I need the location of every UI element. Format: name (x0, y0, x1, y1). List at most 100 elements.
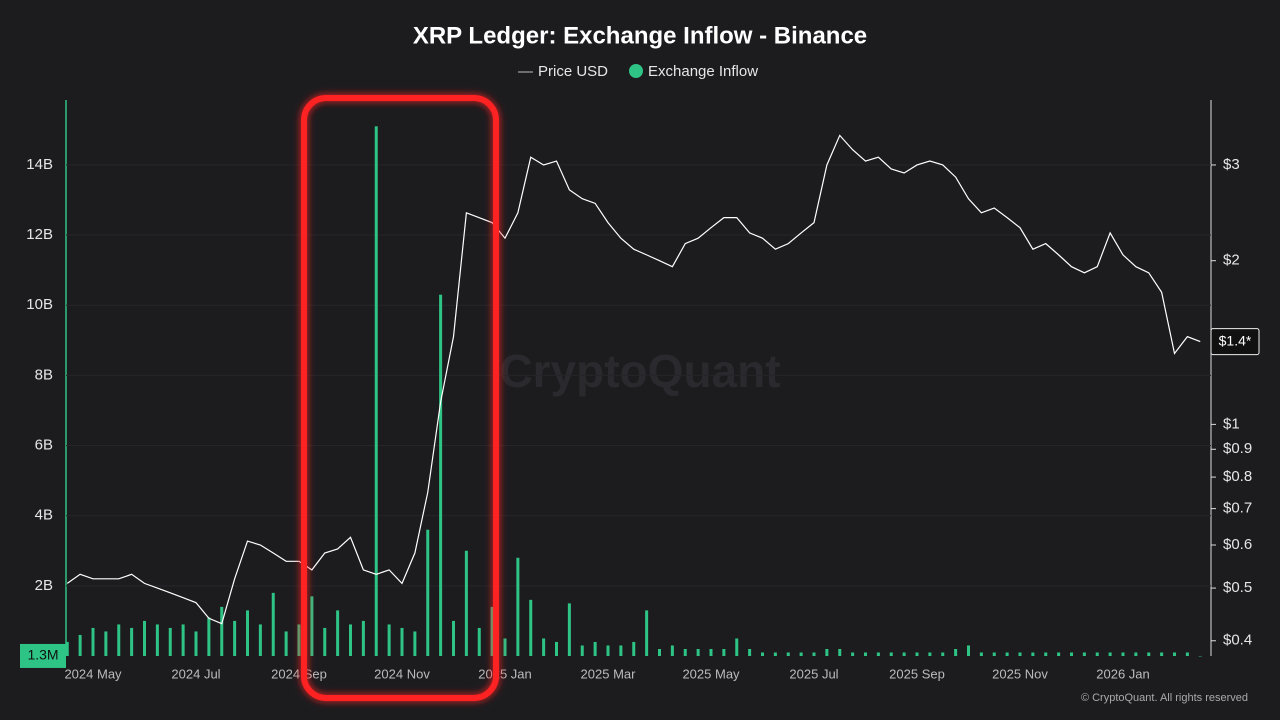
y2-tick-label: $3 (1223, 156, 1240, 173)
bar (967, 645, 970, 656)
bar (310, 596, 314, 656)
bar (851, 652, 855, 656)
x-tick-label: 2025 Jul (789, 666, 838, 681)
y-tick-label: 6B (35, 436, 53, 453)
x-tick-label: 2024 Jul (171, 666, 220, 681)
bar (233, 620, 237, 656)
bar (65, 641, 69, 656)
bar (361, 620, 365, 656)
bar (954, 648, 958, 656)
bar (168, 627, 172, 656)
bar (464, 550, 468, 656)
y2-tick-label: $0.4 (1223, 632, 1252, 649)
bar (709, 648, 713, 656)
bar (838, 648, 842, 656)
bar (1108, 652, 1112, 656)
x-tick-label: 2025 May (682, 666, 740, 681)
bar (297, 624, 301, 656)
x-tick-label: 2025 Jan (478, 666, 532, 681)
copyright: © CryptoQuant. All rights reserved (1081, 692, 1248, 704)
bar (1185, 652, 1189, 656)
bar (477, 627, 481, 656)
bar (1198, 655, 1202, 657)
y-tick-label: 4B (35, 507, 53, 524)
x-tick-label: 2024 Nov (374, 666, 430, 681)
bar (1044, 652, 1048, 656)
y-tick-label: 14B (26, 156, 53, 173)
bar (722, 648, 726, 656)
legend-label: Exchange Inflow (648, 63, 758, 80)
bar (735, 638, 739, 656)
bar (503, 638, 507, 656)
bar (825, 648, 829, 656)
bar (580, 645, 584, 656)
bar (1018, 652, 1022, 656)
bar (258, 624, 262, 656)
bar (413, 631, 417, 656)
bar (979, 652, 983, 656)
x-tick-label: 2025 Sep (889, 666, 945, 681)
legend-swatch (629, 64, 643, 78)
y2-marker-box (1210, 328, 1260, 356)
bar (181, 624, 185, 656)
bar (632, 641, 636, 656)
bar (130, 627, 134, 656)
bar (876, 652, 880, 656)
y2-tick-label: $1 (1223, 415, 1240, 432)
bar (1160, 652, 1164, 656)
bar (1134, 652, 1138, 656)
bar (761, 652, 764, 656)
y2-tick-label: $0.7 (1223, 500, 1252, 517)
bar (91, 627, 95, 656)
bar (773, 652, 777, 656)
price-line (66, 134, 1201, 625)
y2-tick-label: $0.9 (1223, 440, 1252, 457)
bar (426, 529, 430, 656)
x-tick-label: 2025 Mar (581, 666, 637, 681)
bar (799, 652, 803, 656)
y-tick-label: 2B (35, 577, 53, 594)
bar (941, 652, 945, 656)
bar (915, 652, 919, 656)
bar (567, 603, 571, 656)
bar (555, 641, 558, 656)
x-tick-label: 2024 Sep (271, 666, 327, 681)
bar (786, 652, 790, 656)
bar (452, 620, 455, 656)
bar (207, 617, 211, 656)
y-tick-label: 10B (26, 296, 53, 313)
bar (1173, 652, 1176, 656)
bar (1005, 652, 1009, 656)
bar (683, 648, 687, 656)
bar (748, 648, 752, 656)
bar (619, 645, 623, 656)
y-marker-label: 1.3M (27, 647, 58, 663)
bar (992, 652, 996, 656)
y-tick-label: 12B (26, 226, 53, 243)
bar (1082, 652, 1086, 656)
legend-label: Price USD (538, 63, 608, 80)
bar (374, 126, 378, 657)
y-marker-box (20, 643, 66, 668)
bar (246, 610, 249, 656)
y2-tick-label: $0.5 (1223, 579, 1252, 596)
bar (889, 652, 893, 656)
bar (606, 645, 610, 656)
bar (387, 624, 391, 656)
bar (78, 634, 82, 656)
bar (542, 638, 546, 656)
bar (864, 652, 867, 656)
bar (1147, 652, 1151, 656)
bar (1057, 652, 1061, 656)
bar (1095, 652, 1099, 656)
bar (902, 652, 906, 656)
bar (516, 557, 520, 656)
bar (194, 631, 198, 656)
bar (928, 652, 932, 656)
bar (143, 620, 146, 656)
bar (1070, 652, 1073, 656)
bar (1031, 652, 1035, 656)
bar (271, 592, 275, 656)
